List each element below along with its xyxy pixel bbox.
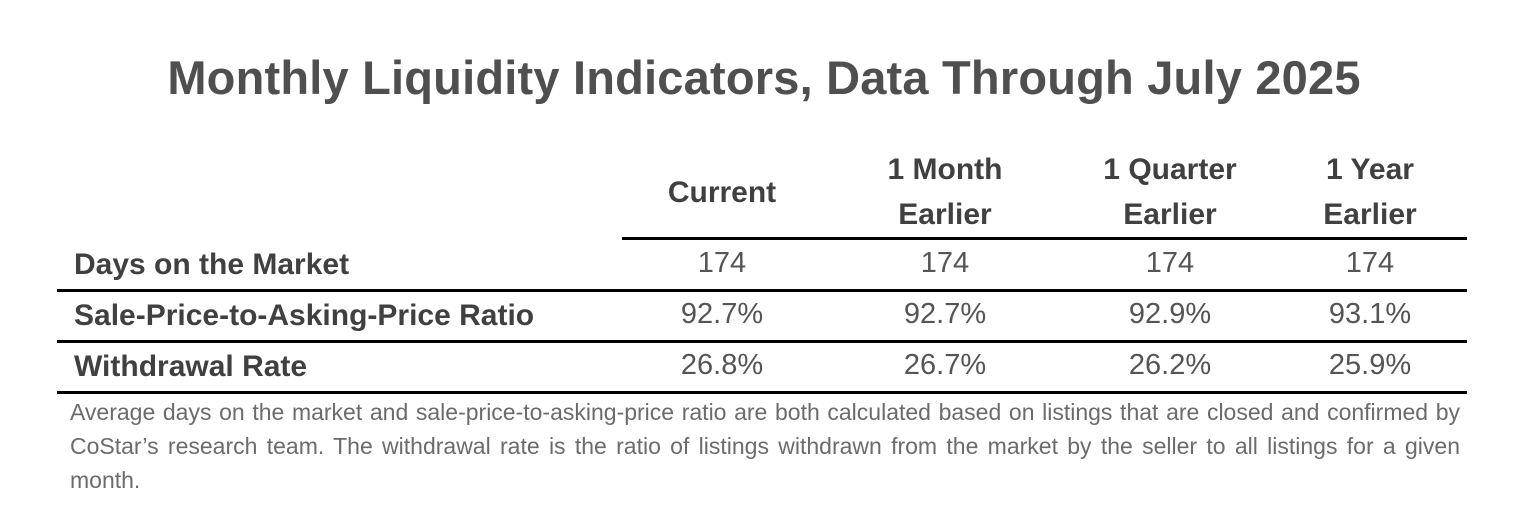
value-1-month: 26.7% <box>903 349 987 381</box>
value-1-year: 174 <box>1345 247 1395 279</box>
column-header-1-quarter: 1 Quarter Earlier <box>1060 147 1280 237</box>
row-label: Days on the Market <box>74 248 350 281</box>
value-current: 26.8% <box>680 349 764 381</box>
value-1-year: 25.9% <box>1328 349 1412 381</box>
row-divider <box>57 289 1467 292</box>
row-label: Sale-Price-to-Asking-Price Ratio <box>74 299 535 332</box>
value-current: 174 <box>697 247 747 279</box>
column-header-line1: 1 Month <box>887 153 1003 186</box>
column-header-line2: Earlier <box>1323 198 1417 231</box>
row-divider <box>57 340 1467 343</box>
footnote: Average days on the market and sale-pric… <box>70 399 1460 493</box>
column-header-line1: 1 Quarter <box>1103 153 1237 186</box>
column-header-line2: Earlier <box>898 198 992 231</box>
column-header-line1: Current <box>667 176 777 209</box>
column-header-current: Current <box>622 170 822 215</box>
table-bottom-rule <box>57 391 1467 394</box>
header-rule <box>622 237 1467 240</box>
value-1-quarter: 174 <box>1145 247 1195 279</box>
page-title: Monthly Liquidity Indicators, Data Throu… <box>167 51 1361 104</box>
column-header-1-year: 1 Year Earlier <box>1270 147 1470 237</box>
column-header-line2: Earlier <box>1123 198 1217 231</box>
column-header-1-month: 1 Month Earlier <box>845 147 1045 237</box>
value-1-month: 92.7% <box>903 298 987 330</box>
value-current: 92.7% <box>680 298 764 330</box>
value-1-year: 93.1% <box>1328 298 1412 330</box>
value-1-quarter: 26.2% <box>1128 349 1212 381</box>
value-1-quarter: 92.9% <box>1128 298 1212 330</box>
row-label: Withdrawal Rate <box>74 350 308 383</box>
column-header-line1: 1 Year <box>1326 153 1414 186</box>
value-1-month: 174 <box>920 247 970 279</box>
